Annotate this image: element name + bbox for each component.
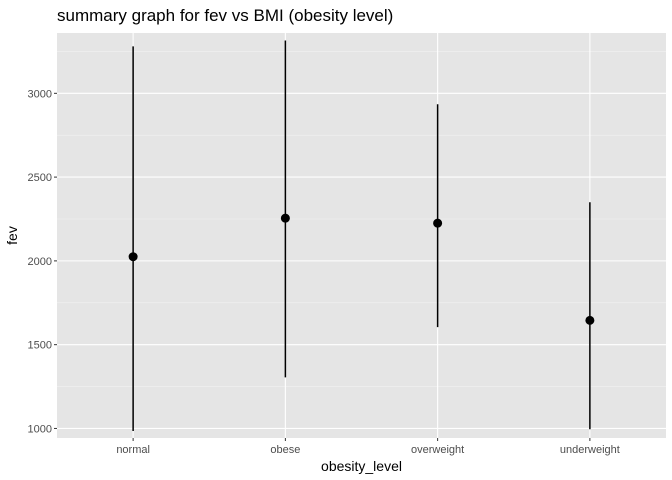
x-tick-label-underweight: underweight [560, 444, 620, 456]
y-tick-label-2000: 2000 [28, 256, 52, 268]
y-axis-title: fev [4, 226, 20, 245]
x-axis-title: obesity_level [321, 458, 402, 474]
mean-point-underweight [585, 315, 595, 325]
range-lines [132, 40, 591, 431]
x-tick-label-normal: normal [116, 444, 150, 456]
y-tick-label-3000: 3000 [28, 88, 52, 100]
mean-point-normal [128, 252, 138, 262]
y-axis-ticks: 1000 1500 2000 2500 3000 [28, 88, 57, 435]
x-axis-ticks: normal obese overweight underweight [116, 438, 620, 456]
minor-gridlines [57, 51, 666, 387]
mean-point-overweight [433, 218, 443, 228]
x-tick-label-obese: obese [270, 444, 300, 456]
plot-panel [57, 33, 666, 438]
y-tick-label-1000: 1000 [28, 423, 52, 435]
mean-point-obese [280, 213, 290, 223]
y-tick-label-2500: 2500 [28, 172, 52, 184]
mean-points [128, 213, 595, 325]
chart-title: summary graph for fev vs BMI (obesity le… [57, 6, 393, 25]
x-tick-label-overweight: overweight [411, 444, 464, 456]
y-tick-label-1500: 1500 [28, 340, 52, 352]
